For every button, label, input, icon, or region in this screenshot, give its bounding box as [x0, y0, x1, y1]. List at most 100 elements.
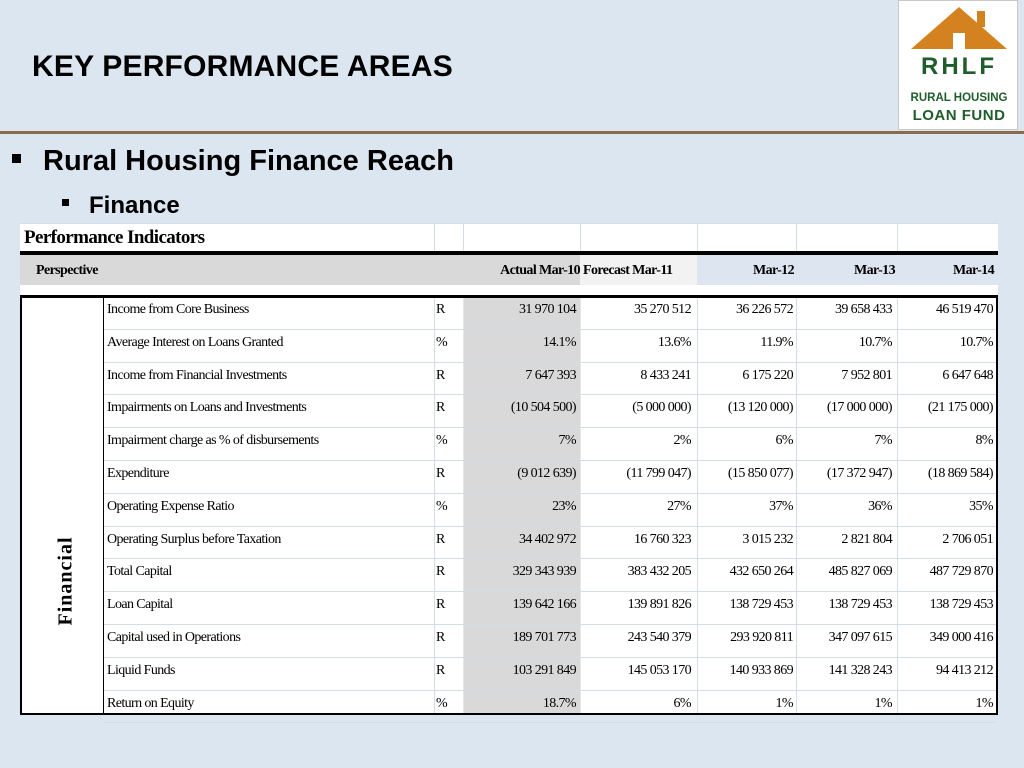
- value-cell: 37%: [769, 499, 793, 514]
- value-cell: (5 000 000): [632, 400, 691, 415]
- perspective-header: Perspective: [36, 263, 98, 278]
- row-unit: R: [436, 663, 445, 678]
- value-cell: 432 650 264: [729, 564, 794, 579]
- header-bottom-rule: [20, 295, 998, 298]
- grid-column-line: [796, 298, 797, 715]
- value-cell: 3 015 232: [742, 532, 793, 547]
- value-cell: 7 952 801: [841, 368, 892, 383]
- row-unit: %: [436, 433, 448, 448]
- value-cell: 383 432 205: [627, 564, 692, 579]
- grid-row-line: [104, 657, 996, 658]
- performance-table: Performance Indicators Perspective Actua…: [20, 223, 998, 723]
- value-cell: 329 343 939: [512, 564, 577, 579]
- value-cell: 10.7%: [858, 335, 893, 350]
- value-cell: 139 891 826: [627, 597, 692, 612]
- value-cell: 1%: [874, 696, 893, 711]
- row-label: Loan Capital: [107, 597, 173, 612]
- rhlf-logo: RHLF RURAL HOUSING LOAN FUND: [898, 0, 1018, 130]
- value-cell: 23%: [552, 499, 576, 514]
- value-cell: 35%: [969, 499, 993, 514]
- row-unit: R: [436, 368, 445, 383]
- row-label: Impairments on Loans and Investments: [107, 400, 307, 415]
- row-label: Income from Financial Investments: [107, 368, 287, 383]
- bullet-square-icon: [12, 153, 21, 163]
- value-cell: 7 647 393: [525, 368, 576, 383]
- value-cell: 293 920 811: [730, 630, 793, 645]
- value-cell: (17 372 947): [826, 466, 893, 481]
- logo-line1: RURAL HOUSING: [910, 92, 1008, 104]
- value-cell: 243 540 379: [627, 630, 692, 645]
- value-cell: 8%: [975, 433, 994, 448]
- value-cell: 6%: [673, 696, 692, 711]
- value-cell: 6%: [775, 433, 794, 448]
- value-cell: (10 504 500): [510, 400, 577, 415]
- header-divider: [0, 131, 1024, 134]
- value-cell: 36%: [868, 499, 892, 514]
- value-cell: 2 821 804: [841, 532, 892, 547]
- category-label: Financial: [54, 536, 77, 626]
- value-cell: 1%: [975, 696, 994, 711]
- grid-column-line: [697, 298, 698, 715]
- row-unit: %: [436, 696, 448, 711]
- table-right-border: [996, 298, 998, 715]
- row-label: Expenditure: [107, 466, 169, 481]
- bullet-level2-text: Finance: [89, 192, 180, 219]
- col-header-mar13: Mar-13: [854, 263, 896, 278]
- row-label: Return on Equity: [107, 696, 194, 711]
- grid-row-line: [104, 558, 996, 559]
- row-label: Total Capital: [107, 564, 172, 579]
- grid-row-line: [104, 722, 996, 723]
- value-cell: 7%: [558, 433, 577, 448]
- table-header-band: [20, 255, 998, 285]
- value-cell: 13.6%: [657, 335, 692, 350]
- value-cell: 16 760 323: [633, 532, 692, 547]
- row-unit: R: [436, 400, 445, 415]
- value-cell: 46 519 470: [935, 302, 994, 317]
- table-title: Performance Indicators: [24, 227, 205, 248]
- row-label: Average Interest on Loans Granted: [107, 335, 283, 350]
- value-cell: 347 097 615: [828, 630, 893, 645]
- logo-brand: RHLF: [905, 53, 1013, 81]
- row-label: Liquid Funds: [107, 663, 175, 678]
- value-cell: 7%: [874, 433, 893, 448]
- slide-title: KEY PERFORMANCE AREAS: [32, 50, 453, 83]
- row-unit: R: [436, 630, 445, 645]
- grid-row-line: [104, 624, 996, 625]
- value-cell: 8 433 241: [640, 368, 691, 383]
- value-cell: (17 000 000): [826, 400, 893, 415]
- value-cell: 11.9%: [760, 335, 793, 350]
- bullet-level1-text: Rural Housing Finance Reach: [43, 145, 454, 177]
- value-cell: 145 053 170: [627, 663, 692, 678]
- grid-row-line: [104, 460, 996, 461]
- value-cell: 39 658 433: [834, 302, 893, 317]
- value-cell: 139 642 166: [512, 597, 577, 612]
- value-cell: 10.7%: [959, 335, 994, 350]
- col-header-forecast-mar11: Forecast Mar-11: [583, 263, 673, 278]
- value-cell: 35 270 512: [633, 302, 692, 317]
- value-cell: 18.7%: [542, 696, 577, 711]
- row-label: Operating Expense Ratio: [107, 499, 235, 514]
- value-cell: 487 729 870: [929, 564, 994, 579]
- row-label: Operating Surplus before Taxation: [107, 532, 281, 547]
- value-cell: 349 000 416: [929, 630, 994, 645]
- col-header-mar12: Mar-12: [753, 263, 795, 278]
- grid-row-line: [104, 493, 996, 494]
- grid-row-line: [104, 526, 996, 527]
- row-unit: R: [436, 532, 445, 547]
- house-roof-icon: [911, 7, 1007, 49]
- value-cell: 1%: [775, 696, 794, 711]
- value-cell: 485 827 069: [828, 564, 893, 579]
- table-top-rule: [20, 251, 998, 255]
- grid-column-line: [897, 298, 898, 715]
- value-cell: 14.1%: [542, 335, 577, 350]
- grid-row-line: [104, 329, 996, 330]
- grid-row-line: [104, 362, 996, 363]
- bullet-level2: Finance: [62, 192, 180, 220]
- row-unit: R: [436, 466, 445, 481]
- value-cell: (13 120 000): [727, 400, 794, 415]
- value-cell: 31 970 104: [518, 302, 577, 317]
- category-cell: Financial: [20, 298, 104, 715]
- value-cell: 103 291 849: [512, 663, 577, 678]
- value-cell: (11 799 047): [626, 466, 691, 481]
- value-cell: 140 933 869: [729, 663, 794, 678]
